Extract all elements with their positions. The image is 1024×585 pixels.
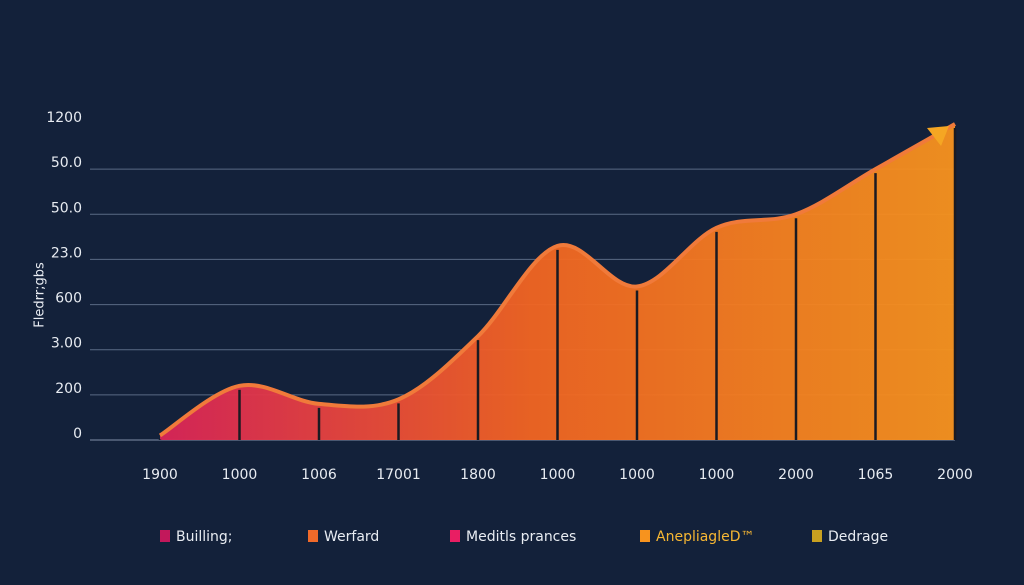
legend-label: Builling; [176, 529, 233, 545]
y-tick-label: 0 [73, 426, 82, 442]
y-axis-label: Fledrr;gbs [33, 262, 48, 328]
x-tick-label: 1800 [460, 467, 496, 483]
x-tick-label: 1000 [222, 467, 258, 483]
legend-swatch [160, 530, 170, 542]
y-tick-label: 3.00 [51, 336, 82, 352]
x-tick-label: 2000 [937, 467, 973, 483]
x-tick-label: 1000 [619, 467, 655, 483]
area [105, 124, 955, 440]
x-tick-label: 1006 [301, 467, 337, 483]
y-tick-label: 50.0 [51, 155, 82, 171]
arrow-head [927, 126, 949, 146]
x-tick-label: 17001 [376, 467, 421, 483]
area-line [158, 122, 956, 438]
legend-label: Dedrage [828, 529, 888, 545]
legend-swatch [308, 530, 318, 542]
legend-label: Werfard [324, 529, 379, 545]
legend-label: AnepliagleD™ [656, 529, 754, 545]
legend-label: Meditls prances [466, 529, 576, 545]
x-tick-label: 1000 [540, 467, 576, 483]
y-tick-label: 23.0 [51, 245, 82, 261]
legend-swatch [812, 530, 822, 542]
y-tick-label: 600 [55, 291, 82, 307]
y-tick-label: 50.0 [51, 200, 82, 216]
legend-swatch [450, 530, 460, 542]
legend-swatch [640, 530, 650, 542]
x-tick-label: 1000 [699, 467, 735, 483]
x-tick-label: 2000 [778, 467, 814, 483]
x-tick-label: 1900 [142, 467, 178, 483]
y-tick-label: 200 [55, 381, 82, 397]
y-tick-label: 1200 [46, 110, 82, 126]
x-tick-label: 1065 [858, 467, 894, 483]
